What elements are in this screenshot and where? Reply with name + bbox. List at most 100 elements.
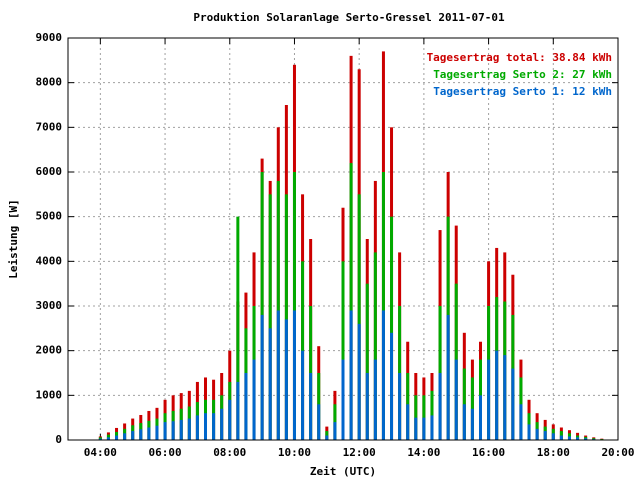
bar <box>292 172 296 440</box>
plot-frame <box>67 37 619 441</box>
x-tick-label: 12:00 <box>343 446 376 459</box>
y-axis-label: Leistung [W] <box>7 199 20 278</box>
bar <box>292 310 296 440</box>
legend-entry: Tagesertrag Serto 2: 27 kWh <box>433 68 612 81</box>
y-tick-label: 3000 <box>36 299 63 312</box>
bar <box>543 431 547 440</box>
bar <box>527 424 531 440</box>
bar <box>171 421 175 440</box>
bar <box>106 437 110 440</box>
x-tick-label: 10:00 <box>278 446 311 459</box>
bar <box>479 395 482 440</box>
bar <box>373 252 377 440</box>
bar <box>228 399 232 440</box>
bar <box>98 438 102 440</box>
bar <box>430 415 434 440</box>
bar <box>317 404 321 440</box>
bar <box>236 216 240 440</box>
bar <box>179 419 183 440</box>
y-tick-label: 8000 <box>36 76 63 89</box>
y-tick-label: 1000 <box>36 388 63 401</box>
bar <box>462 404 466 440</box>
bar <box>139 429 143 440</box>
bar <box>511 368 515 440</box>
bar <box>341 359 345 440</box>
y-tick-label: 5000 <box>36 210 63 223</box>
bar <box>187 418 191 440</box>
bar <box>373 359 377 440</box>
bar <box>357 194 361 440</box>
x-tick-label: 20:00 <box>601 446 634 459</box>
chart-title: Produktion Solaranlage Serto-Gressel 201… <box>193 11 505 24</box>
bar <box>341 261 345 440</box>
bar <box>487 359 491 440</box>
bar <box>260 172 264 440</box>
bar <box>357 323 361 440</box>
bar <box>519 404 523 440</box>
bar <box>365 283 369 440</box>
bar <box>422 417 426 440</box>
legend-entry: Tagesertrag Serto 1: 12 kWh <box>433 85 612 98</box>
bar <box>212 413 216 440</box>
bar <box>131 431 135 440</box>
bar <box>195 415 199 440</box>
bar <box>244 373 248 440</box>
bar <box>381 172 385 440</box>
bar <box>349 163 353 441</box>
bar <box>204 413 207 440</box>
bar <box>260 314 264 440</box>
bar <box>123 433 127 440</box>
bar <box>381 310 385 440</box>
bar <box>236 381 240 440</box>
bar <box>503 355 507 440</box>
bar <box>365 373 369 440</box>
bar <box>155 425 159 440</box>
bar <box>147 427 151 440</box>
bar <box>301 350 305 440</box>
bar <box>284 194 288 440</box>
bar <box>414 417 418 440</box>
bar <box>454 359 458 440</box>
x-tick-label: 18:00 <box>537 446 570 459</box>
y-tick-label: 4000 <box>36 254 63 267</box>
bar <box>284 319 288 440</box>
bar <box>349 310 353 440</box>
x-tick-label: 04:00 <box>84 446 117 459</box>
x-tick-label: 06:00 <box>148 446 181 459</box>
bar <box>333 422 337 440</box>
bar <box>559 435 563 440</box>
bar <box>268 328 272 440</box>
bar <box>390 216 394 440</box>
bar <box>406 404 410 440</box>
x-tick-label: 08:00 <box>213 446 246 459</box>
bar <box>252 359 256 440</box>
bar <box>325 435 329 440</box>
x-tick-label: 14:00 <box>407 446 440 459</box>
bar <box>495 350 499 440</box>
x-axis-label: Zeit (UTC) <box>310 465 376 478</box>
y-tick-label: 2000 <box>36 344 63 357</box>
bar <box>268 194 272 440</box>
bar <box>470 408 474 440</box>
bar <box>220 408 224 440</box>
bar <box>115 435 119 440</box>
bar <box>551 433 555 440</box>
y-tick-label: 7000 <box>36 120 63 133</box>
bar <box>276 310 280 440</box>
bar <box>446 314 450 440</box>
bar <box>163 422 167 440</box>
bar <box>398 373 402 440</box>
bar <box>390 332 394 440</box>
bar <box>438 373 442 440</box>
bar <box>567 436 571 440</box>
bar <box>576 437 580 440</box>
bar <box>535 428 539 440</box>
y-tick-label: 6000 <box>36 165 63 178</box>
x-tick-label: 16:00 <box>472 446 505 459</box>
y-tick-label: 9000 <box>36 31 63 44</box>
bar <box>584 438 588 440</box>
y-tick-label: 0 <box>55 433 62 446</box>
legend-entry: Tagesertrag total: 38.84 kWh <box>427 51 612 64</box>
bar <box>309 373 313 440</box>
